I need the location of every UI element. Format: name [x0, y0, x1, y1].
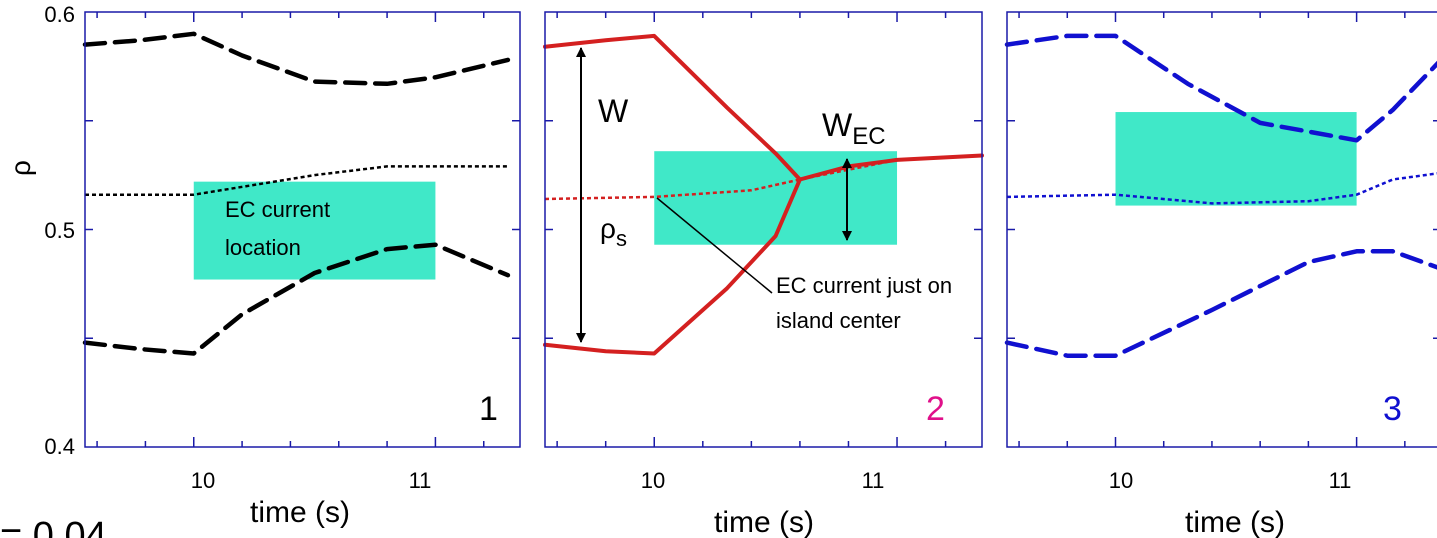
- x-axis-label: time (s): [714, 506, 814, 538]
- xtick-label: 10: [641, 468, 665, 493]
- callout-text: EC current just on: [776, 273, 952, 298]
- x-axis-label: time (s): [250, 496, 350, 529]
- callout-leader-line: [656, 197, 773, 294]
- xtick-label: 11: [862, 468, 885, 493]
- rho-s-label: ρs: [600, 213, 627, 251]
- ytick-label: 0.5: [44, 218, 75, 243]
- rho-s-sub: s: [616, 226, 627, 251]
- panel-number-label: 2: [926, 390, 945, 428]
- panel-1: 0.6 0.5 0.4 ρ 10 11 time (s) EC current …: [5, 2, 521, 529]
- xtick-label: 11: [409, 468, 432, 493]
- panel-2: W WEC ρs EC current just on island cente…: [543, 11, 984, 538]
- series-line-lower: [82, 242, 511, 356]
- panel-3: 10 11 time (s) 3: [1004, 11, 1437, 538]
- ytick-label: 0.4: [44, 434, 75, 459]
- ec-location-annotation: location: [225, 235, 301, 260]
- series-line-lower: [1004, 249, 1437, 358]
- panel-number-label: 3: [1383, 390, 1402, 428]
- series-line-center: [1006, 172, 1437, 205]
- wec-label: WEC: [822, 107, 886, 150]
- panel-number-label: 1: [479, 390, 498, 428]
- xtick-label: 11: [1329, 468, 1352, 493]
- wec-label-main: W: [822, 107, 853, 143]
- xtick-label: 10: [191, 468, 215, 493]
- series-line-lower: [543, 177, 802, 356]
- series-line-center: [544, 154, 983, 201]
- panel-3-frame: [1006, 11, 1437, 448]
- ec-current-annotation: EC current: [225, 197, 330, 222]
- w-label: W: [598, 93, 629, 129]
- callout-text: island center: [776, 308, 901, 333]
- ec-current-band: [193, 181, 436, 280]
- corner-text: = 0.04: [0, 515, 107, 538]
- ec-current-band: [1115, 112, 1357, 206]
- series-line-upper: [82, 31, 511, 87]
- rho-s-symbol: ρ: [600, 213, 616, 244]
- y-axis-label: ρ: [5, 160, 36, 176]
- xtick-label: 10: [1109, 468, 1133, 493]
- series-line-upper: [1004, 33, 1437, 143]
- series-line-center: [85, 165, 508, 196]
- wec-label-sub: EC: [852, 123, 885, 150]
- ytick-label: 0.6: [44, 2, 75, 27]
- x-axis-label: time (s): [1185, 506, 1285, 538]
